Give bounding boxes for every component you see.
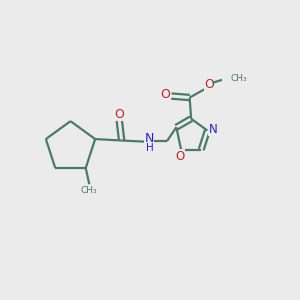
- Text: O: O: [160, 88, 170, 101]
- Text: N: N: [145, 132, 154, 145]
- Text: CH₃: CH₃: [230, 74, 247, 83]
- Text: CH₃: CH₃: [81, 186, 98, 195]
- Text: O: O: [205, 78, 214, 91]
- Text: H: H: [146, 143, 154, 153]
- Text: N: N: [209, 123, 218, 136]
- Text: O: O: [114, 107, 124, 121]
- Text: O: O: [175, 150, 184, 163]
